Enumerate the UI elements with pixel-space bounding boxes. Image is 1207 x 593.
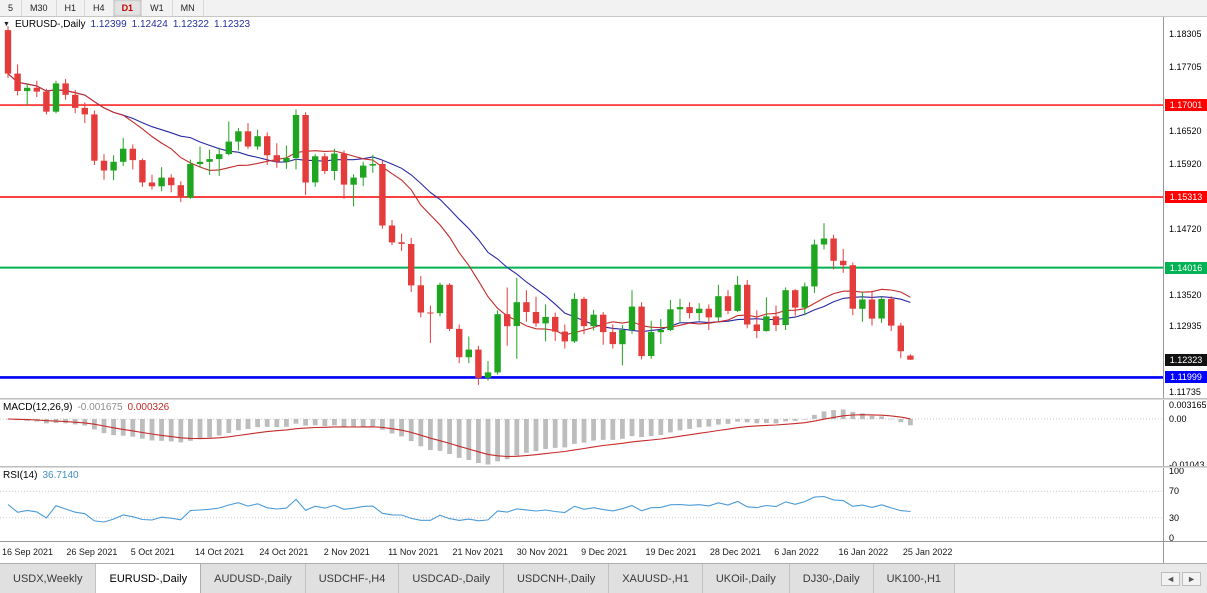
chart-tab-usdcnh-daily[interactable]: USDCNH-,Daily bbox=[503, 564, 610, 593]
rsi-axis-label: 70 bbox=[1169, 486, 1180, 497]
support-line-green: 1.14016 bbox=[1165, 261, 1207, 274]
quote-high: 1.12424 bbox=[131, 19, 168, 30]
time-axis-label: 14 Oct 2021 bbox=[195, 547, 245, 557]
rsi-header: RSI(14) 36.7140 bbox=[3, 470, 79, 481]
rsi-axis-label: 30 bbox=[1169, 512, 1180, 523]
timeframe-button-5[interactable]: 5 bbox=[0, 0, 23, 16]
macd-axis-label: -0.01043 bbox=[1169, 460, 1205, 466]
chart-tab-usdcad-daily[interactable]: USDCAD-,Daily bbox=[399, 564, 504, 593]
macd-axis-label: 0.003165 bbox=[1169, 400, 1207, 411]
price-axis-label: 1.18305 bbox=[1169, 29, 1202, 40]
macd-axis-label: 0.00 bbox=[1169, 414, 1187, 425]
time-axis-label: 2 Nov 2021 bbox=[323, 547, 370, 557]
rsi-axis-label: 100 bbox=[1169, 468, 1185, 477]
time-axis-label: 30 Nov 2021 bbox=[516, 547, 568, 557]
time-axis-label: 9 Dec 2021 bbox=[581, 547, 628, 557]
timeframe-button-w1[interactable]: W1 bbox=[142, 0, 173, 16]
price-axis-label: 1.17705 bbox=[1169, 61, 1202, 72]
time-axis-label: 28 Dec 2021 bbox=[709, 547, 761, 557]
chart-tab-xauusd-h1[interactable]: XAUUSD-,H1 bbox=[609, 564, 703, 593]
time-axis-label: 24 Oct 2021 bbox=[259, 547, 309, 557]
timeframe-toolbar: 5 M30 H1 H4 D1 W1 MN bbox=[0, 0, 1207, 17]
chart-tab-usdchf-h4[interactable]: USDCHF-,H4 bbox=[305, 564, 400, 593]
price-axis-label: 1.13520 bbox=[1169, 289, 1202, 300]
time-axis-label: 11 Nov 2021 bbox=[388, 547, 439, 557]
rsi-label: RSI(14) bbox=[3, 470, 38, 481]
rsi-panel[interactable]: RSI(14) 36.7140 bbox=[0, 468, 1163, 541]
timeframe-button-d1[interactable]: D1 bbox=[113, 0, 143, 16]
current-price-badge: 1.12323 bbox=[1165, 353, 1207, 366]
quote-open: 1.12399 bbox=[90, 19, 127, 30]
price-axis-label: 1.12935 bbox=[1169, 321, 1202, 332]
quote-close: 1.12323 bbox=[213, 19, 251, 30]
chart-tab-eurusd-daily[interactable]: EURUSD-,Daily bbox=[96, 564, 202, 593]
time-axis-label: 21 Nov 2021 bbox=[452, 547, 504, 557]
time-axis-label: 25 Jan 2022 bbox=[902, 547, 953, 557]
chart-tab-ukoil-daily[interactable]: UKOil-,Daily bbox=[702, 564, 790, 593]
time-axis-label: 6 Jan 2022 bbox=[774, 547, 819, 557]
quote-low: 1.12322 bbox=[172, 19, 209, 30]
price-axis-label: 1.14720 bbox=[1169, 224, 1202, 235]
chart-tab-dj30-daily[interactable]: DJ30-,Daily bbox=[789, 564, 874, 593]
chart-tab-usdx-weekly[interactable]: USDX,Weekly bbox=[0, 564, 97, 593]
macd-main-value: -0.001675 bbox=[77, 402, 123, 413]
chart-tab-uk100-h1[interactable]: UK100-,H1 bbox=[873, 564, 956, 593]
price-axis-label: 1.11735 bbox=[1169, 386, 1201, 397]
price-panel[interactable]: ▼ EURUSD-,Daily 1.12399 1.12424 1.12322 … bbox=[0, 17, 1163, 398]
chart-symbol-label: EURUSD-,Daily bbox=[14, 19, 86, 30]
tab-scroll-left-icon[interactable]: ◄ bbox=[1161, 571, 1181, 586]
macd-header: MACD(12,26,9) -0.001675 0.000326 bbox=[3, 402, 169, 413]
time-axis-label: 5 Oct 2021 bbox=[130, 547, 175, 557]
chart-tabs-bar: USDX,Weekly EURUSD-,Daily AUDUSD-,Daily USD… bbox=[0, 563, 1207, 593]
price-axis-label: 1.16520 bbox=[1169, 126, 1202, 137]
support-line-blue: 1.11999 bbox=[1165, 371, 1207, 384]
rsi-axis-label: 0 bbox=[1169, 532, 1175, 541]
macd-signal-value: 0.000326 bbox=[127, 402, 170, 413]
chart-tab-audusd-daily[interactable]: AUDUSD-,Daily bbox=[201, 564, 306, 593]
candlestick-chart bbox=[0, 26, 1163, 385]
time-axis-label: 19 Dec 2021 bbox=[645, 547, 697, 557]
panel-splitter-rsi[interactable] bbox=[0, 466, 1207, 468]
price-axis[interactable]: 1.18305 1.17705 1.16520 1.15920 1.14720 1.135… bbox=[1163, 17, 1207, 398]
rsi-axis[interactable]: 100 70 30 0 bbox=[1163, 468, 1207, 541]
timeframe-button-m30[interactable]: M30 bbox=[22, 0, 57, 16]
price-axis-label: 1.15920 bbox=[1169, 158, 1202, 169]
time-axis-label: 26 Sep 2021 bbox=[66, 547, 118, 557]
macd-panel[interactable]: MACD(12,26,9) -0.001675 0.000326 bbox=[0, 400, 1163, 466]
time-axis-label: 16 Sep 2021 bbox=[2, 547, 54, 557]
timeframe-button-h4[interactable]: H4 bbox=[85, 0, 114, 16]
macd-axis[interactable]: 0.003165 0.00 -0.01043 bbox=[1163, 400, 1207, 466]
symbol-dropdown-icon[interactable]: ▼ bbox=[3, 21, 10, 28]
macd-label: MACD(12,26,9) bbox=[3, 402, 73, 413]
tab-scroll-right-icon[interactable]: ► bbox=[1182, 571, 1201, 586]
time-axis-label: 16 Jan 2022 bbox=[838, 547, 889, 557]
rsi-indicator-chart bbox=[0, 490, 1163, 523]
tab-scroll-controls: ◄ ► bbox=[1155, 564, 1207, 593]
resistance-line-lower: 1.15313 bbox=[1165, 190, 1207, 203]
rsi-value: 36.7140 bbox=[42, 470, 79, 481]
macd-indicator-chart bbox=[0, 409, 1163, 465]
timeframe-button-h1[interactable]: H1 bbox=[57, 0, 86, 16]
chart-header: ▼ EURUSD-,Daily 1.12399 1.12424 1.12322 … bbox=[3, 19, 250, 30]
resistance-line-upper: 1.17001 bbox=[1165, 99, 1207, 112]
timeframe-button-mn[interactable]: MN bbox=[173, 0, 204, 16]
chart-workspace: ▼ EURUSD-,Daily 1.12399 1.12424 1.12322 … bbox=[0, 17, 1207, 563]
time-axis[interactable]: 16 Sep 2021 26 Sep 2021 5 Oct 2021 14 Oct 2… bbox=[0, 541, 1163, 563]
axis-corner bbox=[1163, 541, 1207, 563]
panel-splitter-macd[interactable] bbox=[0, 398, 1207, 400]
